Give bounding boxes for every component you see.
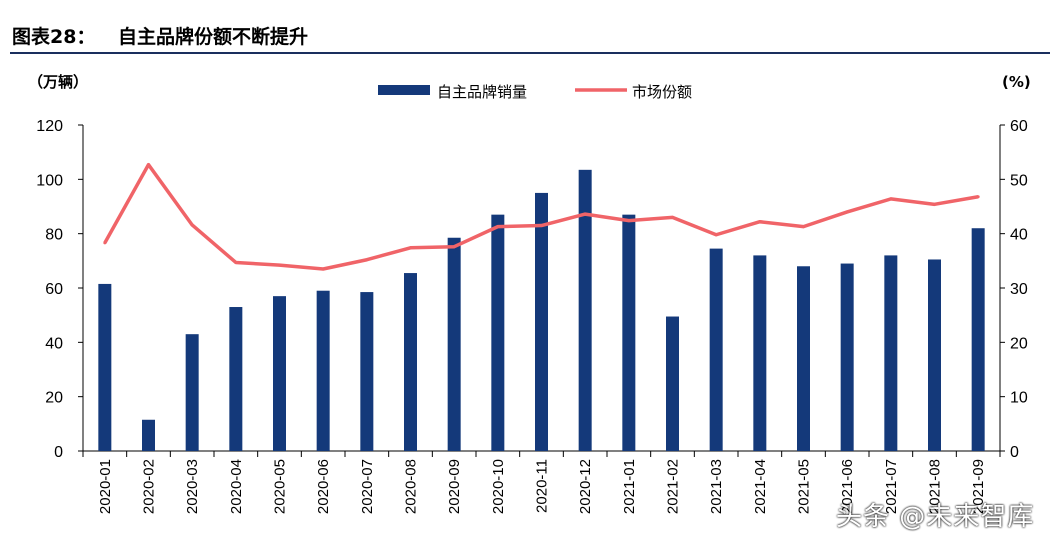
- market-share-point: [321, 267, 325, 271]
- x-tick-label: 2020-04: [228, 459, 245, 514]
- watermark: 头条 @未来智库: [836, 502, 1035, 532]
- market-share-point: [234, 260, 238, 264]
- x-tick-label: 2021-08: [927, 459, 944, 514]
- bar-2020-09: [447, 237, 461, 451]
- chart-title: 自主品牌份额不断提升: [118, 26, 309, 48]
- bar-2021-03: [709, 248, 723, 451]
- bar-2020-07: [360, 292, 374, 451]
- x-tick-label: 2020-09: [446, 459, 463, 514]
- bar-2020-08: [404, 273, 417, 451]
- market-share-point: [889, 197, 893, 201]
- market-share-point: [409, 246, 412, 250]
- right-tick-label: 20: [1010, 335, 1028, 352]
- x-tick-label: 2021-07: [883, 459, 900, 514]
- left-tick-label: 80: [45, 227, 63, 244]
- x-tick-label: 2021-05: [796, 459, 813, 514]
- right-tick-label: 60: [1010, 118, 1028, 135]
- bar-2020-06: [316, 290, 330, 451]
- right-tick-label: 0: [1010, 444, 1019, 461]
- market-share-point: [714, 233, 718, 237]
- left-tick-label: 40: [45, 335, 63, 352]
- market-share-point: [845, 210, 849, 214]
- market-share-point: [278, 263, 281, 267]
- x-tick-label: 2020-02: [141, 459, 158, 514]
- x-tick-label: 2020-08: [403, 459, 420, 514]
- x-tick-label: 2021-04: [752, 459, 769, 514]
- x-tick-label: 2020-01: [97, 459, 114, 514]
- market-share-point: [976, 195, 980, 199]
- left-tick-label: 100: [36, 172, 63, 189]
- market-share-point: [627, 219, 631, 223]
- market-share-point: [802, 225, 805, 229]
- right-tick-label: 10: [1010, 390, 1028, 407]
- left-tick-label: 20: [45, 390, 63, 407]
- bar-2021-01: [622, 214, 636, 451]
- market-share-point: [452, 245, 456, 249]
- right-tick-label: 40: [1010, 227, 1028, 244]
- legend-label-bars: 自主品牌销量: [437, 83, 527, 101]
- figure-header: 图表28： 自主品牌份额不断提升: [10, 22, 1050, 54]
- market-share-point: [758, 220, 762, 224]
- bar-2021-04: [753, 255, 767, 451]
- market-share-point: [103, 241, 107, 245]
- x-tick-label: 2021-02: [665, 459, 682, 514]
- x-tick-label: 2020-03: [184, 459, 201, 514]
- left-axis-unit: （万辆）: [28, 73, 88, 91]
- market-share-point: [540, 224, 543, 228]
- market-share-point: [190, 223, 194, 227]
- bar-2020-02: [142, 419, 155, 451]
- legend-label-line: 市场份额: [632, 83, 692, 101]
- legend-swatch-bars: [378, 85, 430, 95]
- bar-2021-08: [928, 259, 941, 451]
- left-tick-label: 0: [54, 444, 63, 461]
- x-tick-label: 2021-01: [621, 459, 638, 514]
- x-tick-label: 2020-05: [272, 459, 289, 514]
- bar-2021-05: [797, 266, 810, 451]
- right-tick-label: 30: [1010, 281, 1028, 298]
- x-tick-label: 2020-12: [577, 459, 594, 514]
- market-share-point: [671, 215, 674, 219]
- right-axis-unit: (%): [1002, 73, 1031, 91]
- x-tick-label: 2021-03: [708, 459, 725, 514]
- x-tick-label: 2020-10: [490, 459, 507, 514]
- x-tick-label: 2021-06: [839, 459, 856, 514]
- bar-2020-04: [229, 307, 243, 451]
- bar-2021-02: [666, 316, 679, 451]
- market-share-point: [496, 225, 500, 229]
- bar-2020-05: [273, 296, 286, 451]
- bar-2021-09: [971, 228, 985, 451]
- bar-2020-03: [185, 334, 199, 451]
- bar-2021-07: [884, 255, 898, 451]
- figure-label: 图表28：: [12, 26, 96, 48]
- bar-2020-10: [491, 214, 505, 451]
- market-share-point: [933, 202, 936, 206]
- x-tick-label: 2020-07: [359, 459, 376, 514]
- bar-2020-01: [98, 283, 112, 451]
- market-share-point: [147, 163, 150, 167]
- bar-2020-11: [535, 192, 548, 451]
- left-tick-label: 60: [45, 281, 63, 298]
- market-share-point: [365, 258, 369, 262]
- x-tick-label: 2020-06: [315, 459, 332, 514]
- right-tick-label: 50: [1010, 172, 1028, 189]
- x-tick-label: 2020-11: [534, 459, 551, 513]
- x-tick-label: 2021-09: [970, 459, 987, 514]
- bar-2021-06: [840, 263, 854, 451]
- left-tick-label: 120: [36, 118, 63, 135]
- bar-2020-12: [578, 169, 592, 451]
- market-share-point: [583, 212, 587, 216]
